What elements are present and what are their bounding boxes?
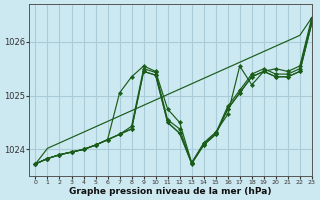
X-axis label: Graphe pression niveau de la mer (hPa): Graphe pression niveau de la mer (hPa) [69, 187, 272, 196]
